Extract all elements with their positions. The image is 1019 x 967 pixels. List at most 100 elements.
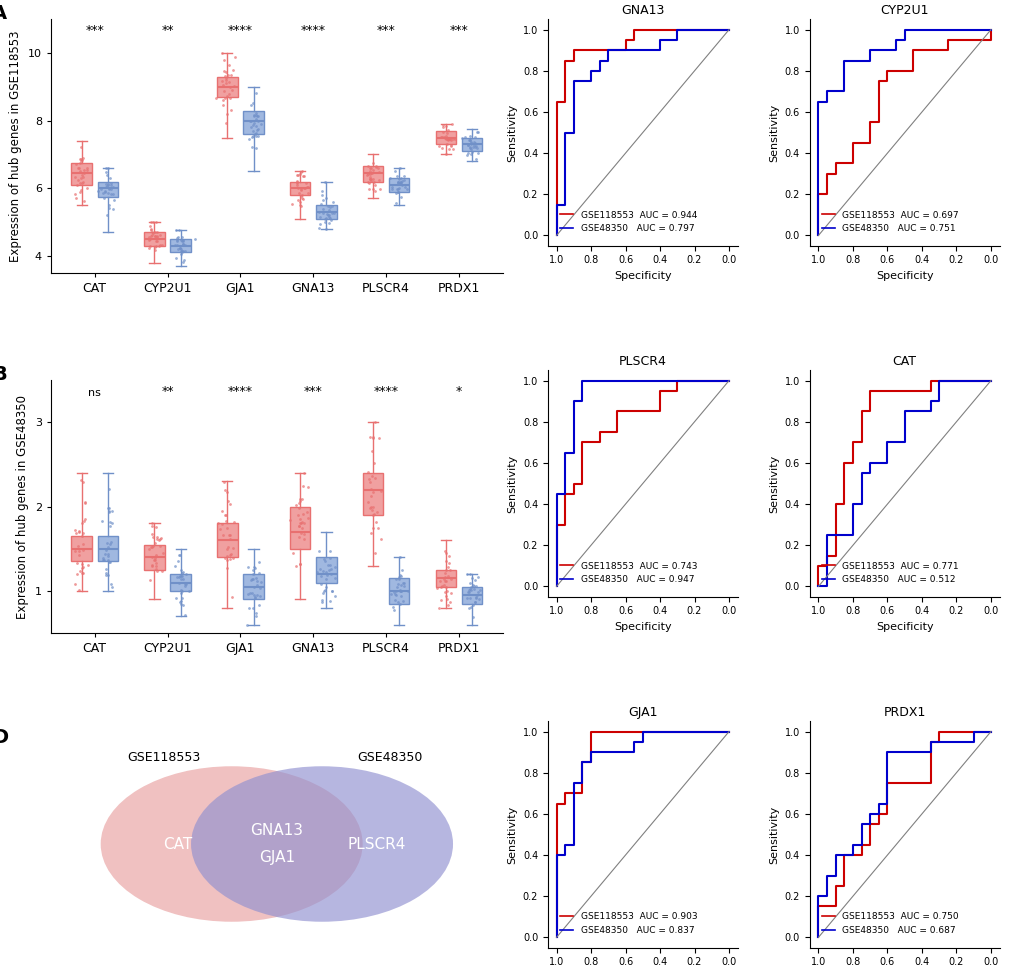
Title: GNA13: GNA13 [621, 4, 663, 16]
Point [437, 130, 453, 145]
Point [438, 584, 454, 600]
Point [141, 232, 157, 248]
Point [142, 231, 158, 247]
Point [98, 164, 114, 180]
Point [171, 547, 187, 563]
Point [105, 180, 121, 195]
X-axis label: Specificity: Specificity [613, 622, 671, 632]
Point [248, 605, 264, 621]
Point [466, 572, 482, 588]
Point [319, 198, 335, 214]
Point [248, 111, 264, 127]
Point [102, 514, 118, 530]
Point [365, 484, 381, 500]
Point [318, 221, 334, 237]
Point [216, 507, 232, 522]
Point [437, 545, 453, 561]
Point [248, 105, 264, 121]
Point [471, 592, 487, 607]
Point [152, 538, 168, 553]
Point [466, 135, 482, 151]
Point [67, 543, 84, 559]
Point [385, 585, 401, 601]
Y-axis label: Sensitivity: Sensitivity [768, 806, 779, 864]
Point [173, 571, 190, 587]
Point [360, 174, 376, 190]
Point [245, 129, 261, 144]
Point [296, 531, 312, 546]
Y-axis label: Sensitivity: Sensitivity [768, 454, 779, 513]
Point [66, 169, 83, 185]
Point [320, 557, 336, 572]
Legend: GSE118553  AUC = 0.903, GSE48350   AUC = 0.837: GSE118553 AUC = 0.903, GSE48350 AUC = 0.… [555, 909, 700, 939]
Point [321, 199, 337, 215]
Point [293, 491, 310, 507]
Point [314, 564, 330, 579]
Point [207, 90, 223, 105]
Point [463, 141, 479, 157]
Point [291, 491, 308, 507]
Point [240, 601, 257, 616]
Point [77, 494, 94, 510]
Point [359, 167, 375, 183]
Point [468, 138, 484, 154]
Point [322, 550, 338, 566]
Point [365, 156, 381, 171]
Point [437, 119, 453, 134]
Point [391, 582, 408, 598]
Point [168, 250, 184, 266]
Text: D: D [0, 728, 8, 747]
Point [327, 559, 343, 574]
Point [252, 580, 268, 596]
Point [467, 589, 483, 604]
Point [396, 179, 413, 194]
Point [441, 131, 458, 146]
Point [437, 565, 453, 580]
Point [442, 138, 459, 154]
Point [217, 90, 233, 105]
Point [248, 126, 264, 141]
Point [312, 561, 328, 576]
PathPatch shape [244, 574, 264, 600]
Point [390, 171, 407, 187]
Point [72, 183, 89, 198]
Point [367, 177, 383, 192]
Point [247, 127, 263, 142]
Point [215, 64, 231, 79]
Point [75, 162, 92, 178]
Legend: AD, Control: AD, Control [557, 147, 632, 199]
Point [468, 578, 484, 594]
Point [389, 184, 406, 199]
Point [222, 67, 238, 82]
Point [465, 577, 481, 593]
Point [459, 590, 475, 605]
Point [389, 175, 406, 190]
Point [364, 503, 380, 518]
Point [323, 213, 339, 228]
Point [313, 196, 329, 212]
Point [67, 187, 84, 202]
Point [371, 430, 387, 446]
Point [145, 225, 161, 241]
Point [176, 238, 193, 253]
Point [365, 182, 381, 197]
Text: **: ** [161, 385, 173, 397]
Point [316, 174, 332, 190]
Point [462, 591, 478, 606]
Point [247, 560, 263, 575]
Text: ****: **** [227, 24, 253, 37]
Point [215, 98, 231, 113]
Point [389, 576, 406, 592]
Point [172, 547, 189, 563]
Point [68, 525, 85, 541]
Point [288, 175, 305, 190]
Point [466, 133, 482, 149]
Point [75, 525, 92, 541]
Point [467, 151, 483, 166]
Point [79, 557, 96, 572]
Point [244, 572, 260, 588]
Point [73, 175, 90, 190]
Point [173, 562, 190, 577]
Point [292, 515, 309, 531]
Point [244, 139, 260, 155]
